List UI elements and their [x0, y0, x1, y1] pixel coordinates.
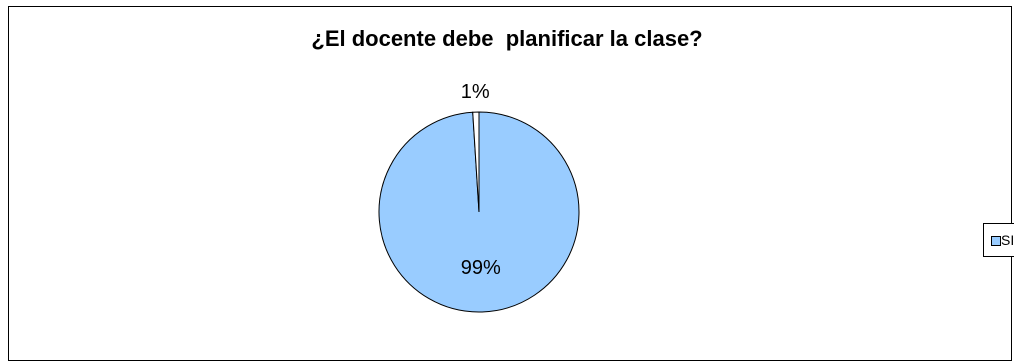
legend-swatch-si: [991, 236, 1001, 246]
legend: SI: [983, 223, 1014, 257]
legend-label-si: SI: [1001, 232, 1014, 248]
pie-slice-other: [472, 111, 480, 213]
chart-title: ¿El docente debe planificar la clase?: [311, 26, 703, 51]
pie-slice-si: [378, 111, 580, 313]
data-label-si: 99%: [461, 257, 501, 279]
data-label-other: 1%: [461, 81, 490, 103]
